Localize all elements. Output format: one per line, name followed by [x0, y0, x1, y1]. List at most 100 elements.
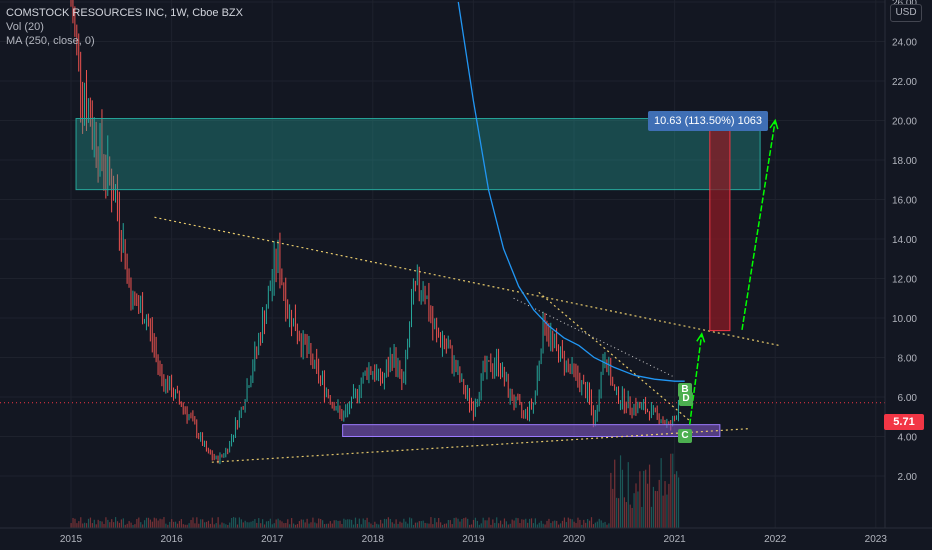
volume-bar: [525, 518, 527, 528]
volume-bar: [360, 524, 362, 528]
breakout-arrow-head: [696, 332, 706, 343]
volume-bar: [569, 518, 571, 528]
marker-c[interactable]: C: [678, 429, 692, 443]
volume-bar: [260, 523, 262, 528]
volume-bar: [617, 498, 620, 528]
volume-bar: [287, 519, 289, 528]
volume-bar: [519, 523, 521, 528]
volume-bar: [505, 521, 507, 528]
volume-bar: [248, 522, 250, 528]
volume-bar: [393, 523, 395, 528]
volume-bar: [567, 517, 569, 528]
volume-bar: [645, 469, 647, 528]
volume-bar: [619, 455, 622, 528]
volume-bar: [656, 491, 658, 528]
volume-bar: [677, 477, 680, 528]
volume-bar: [583, 519, 585, 528]
volume-bar: [265, 521, 268, 528]
volume-bar: [612, 488, 614, 528]
volume-bar: [554, 520, 556, 528]
volume-bar: [581, 524, 583, 528]
volume-bar: [242, 522, 244, 528]
volume-bar: [271, 524, 273, 528]
volume-bar: [647, 483, 649, 528]
volume-bar: [577, 517, 579, 528]
price-tick-label: 16.00: [892, 196, 917, 207]
volume-bar: [368, 522, 370, 528]
volume-bar: [383, 518, 386, 528]
ma-indicator-label[interactable]: MA (250, close, 0): [6, 35, 95, 47]
volume-bar: [513, 520, 515, 528]
volume-bar: [648, 464, 651, 528]
volume-bar: [95, 524, 97, 528]
candles: [70, 0, 679, 465]
volume-bar: [559, 523, 562, 528]
volume-bar: [114, 517, 117, 528]
volume-bar: [650, 506, 653, 528]
volume-bar: [469, 524, 471, 528]
marker-d[interactable]: D: [679, 392, 693, 406]
volume-bar: [407, 523, 409, 528]
volume-bar: [343, 518, 345, 528]
volume-bar: [85, 523, 88, 528]
time-tick-label: 2020: [563, 534, 586, 545]
volume-bar: [246, 522, 248, 528]
volume-bar: [120, 519, 122, 528]
volume-bar: [356, 523, 359, 528]
volume-bar: [153, 517, 155, 528]
volume-bar: [376, 523, 378, 528]
volume-bar: [672, 453, 674, 528]
time-tick-label: 2019: [462, 534, 485, 545]
volume-bar: [217, 517, 219, 528]
volume-bar: [322, 520, 324, 528]
volume-bar: [443, 523, 446, 528]
volume-bar: [590, 517, 593, 528]
symbol-title[interactable]: COMSTOCK RESOURCES INC, 1W, Cboe BZX: [6, 7, 243, 19]
volume-bar: [449, 520, 451, 528]
time-axis[interactable]: 2015 2016 2017 2018 2019 2020 2021 2022 2023: [0, 527, 932, 545]
volume-indicator-label[interactable]: Vol (20): [6, 21, 44, 33]
volume-bar: [262, 519, 264, 528]
price-tick-label: 8.00: [898, 354, 918, 365]
volume-bar: [451, 524, 453, 528]
volume-bar: [579, 519, 581, 528]
volume-bar: [455, 517, 457, 528]
volume-bar: [138, 517, 140, 528]
volume-bar: [621, 469, 624, 528]
volume-bar: [331, 523, 333, 528]
volume-bar: [140, 522, 142, 528]
volume-bar: [428, 523, 430, 528]
volume-bar: [196, 517, 198, 528]
volume-bar: [420, 521, 422, 528]
currency-label[interactable]: USD: [890, 4, 922, 22]
price-tick-label: 6.00: [898, 393, 918, 404]
time-tick-label: 2016: [160, 534, 183, 545]
volume-bar: [484, 520, 486, 528]
time-tick-label: 2017: [261, 534, 284, 545]
volume-bar: [432, 524, 434, 528]
volume-bar: [128, 521, 130, 528]
volume-bar: [664, 481, 666, 528]
volume-bar: [602, 522, 604, 528]
volume-bar: [105, 517, 107, 528]
drawings: [0, 1, 885, 463]
volume-bar: [418, 521, 420, 528]
volume-bar: [391, 522, 393, 528]
price-axis[interactable]: 2.00 4.00 6.00 8.00 10.00 12.00 14.00 16.00 18.0…: [884, 0, 932, 550]
volume-bar: [316, 523, 318, 528]
volume-bar: [652, 486, 655, 528]
volume-bar: [364, 520, 366, 528]
volume-bar: [654, 490, 656, 528]
volume-bar: [498, 523, 500, 528]
volume-bar: [530, 518, 533, 528]
volume-bar: [573, 521, 575, 528]
volume-bar: [625, 502, 627, 528]
volume-bar: [424, 522, 426, 528]
volume-bar: [478, 524, 480, 528]
volume-bar: [492, 519, 494, 528]
volume-bar: [629, 504, 631, 528]
volume-bar: [337, 520, 339, 528]
volume-bar: [314, 522, 316, 528]
volume-bar: [445, 523, 448, 528]
